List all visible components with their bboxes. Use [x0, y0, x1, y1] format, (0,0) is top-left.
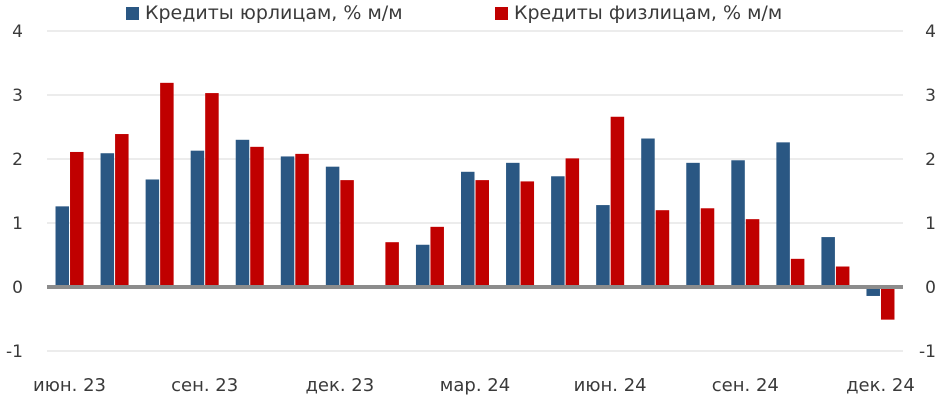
bar-s1-16	[790, 258, 805, 287]
legend-item-corporate: Кредиты юрлицам, % м/м	[126, 2, 403, 24]
legend-item-retail: Кредиты физлицам, % м/м	[495, 2, 782, 24]
bar-s1-15	[745, 219, 760, 287]
bar-s1-4	[250, 146, 264, 287]
bar-s1-10	[520, 181, 535, 287]
bar-s1-12	[610, 116, 625, 287]
bar-s1-11	[565, 158, 580, 287]
bar-s0-6	[325, 166, 340, 287]
bar-s1-1	[115, 134, 129, 287]
bar-s1-2	[160, 82, 174, 287]
bar-s0-15	[731, 160, 745, 287]
bar-s1-17	[835, 266, 850, 287]
legend-swatch-corporate	[126, 6, 139, 20]
y-tick-left-3: 3	[12, 86, 23, 106]
x-tick-label-3: сен. 23	[171, 375, 238, 396]
y-tick-left-4: 4	[12, 22, 23, 42]
bar-s1-14	[700, 208, 715, 287]
legend-label-retail: Кредиты физлицам, % м/м	[514, 2, 783, 24]
bar-s0-4	[235, 139, 250, 287]
bar-s0-12	[596, 205, 610, 287]
y-tick-right--1: -1	[919, 342, 936, 362]
bar-s1-13	[655, 210, 670, 287]
bar-s1-7	[385, 242, 399, 287]
y-tick-left-0: 0	[12, 278, 23, 298]
bar-s1-0	[70, 151, 84, 287]
bar-s1-3	[205, 93, 219, 287]
bar-s0-17	[821, 237, 835, 287]
bar-s0-8	[415, 244, 430, 287]
x-tick-label-0: июн. 23	[33, 375, 106, 396]
chart-legend: Кредиты юрлицам, % м/м Кредиты физлицам,…	[0, 2, 951, 32]
y-tick-left--1: -1	[6, 342, 23, 362]
bar-s0-11	[551, 176, 565, 287]
bar-s0-14	[686, 162, 700, 287]
y-tick-right-3: 3	[925, 86, 936, 106]
bar-s1-6	[340, 180, 354, 287]
y-tick-right-1: 1	[925, 214, 936, 234]
legend-swatch-retail	[495, 6, 508, 20]
x-tick-label-18: дек. 24	[846, 375, 915, 396]
bar-s0-10	[506, 162, 520, 287]
bar-s0-1	[100, 153, 115, 287]
x-tick-label-9: мар. 24	[440, 375, 510, 396]
y-tick-right-0: 0	[925, 278, 936, 298]
x-tick-label-12: июн. 24	[574, 375, 647, 396]
bar-s0-3	[190, 150, 205, 287]
y-tick-right-2: 2	[925, 150, 936, 170]
bar-s0-0	[55, 206, 70, 287]
bar-s0-9	[461, 171, 475, 287]
bar-s1-5	[295, 153, 309, 287]
bar-s1-8	[430, 226, 444, 287]
y-tick-left-1: 1	[12, 214, 23, 234]
x-tick-label-15: сен. 24	[712, 375, 779, 396]
bar-s1-18	[880, 287, 895, 320]
bar-s1-9	[475, 180, 489, 287]
legend-label-corporate: Кредиты юрлицам, % м/м	[145, 2, 403, 24]
bar-s0-5	[280, 156, 295, 287]
y-tick-right-4: 4	[925, 22, 936, 42]
bar-s0-2	[145, 179, 160, 287]
bar-s0-16	[776, 142, 790, 287]
x-tick-label-6: дек. 23	[305, 375, 374, 396]
bar-s0-18	[866, 287, 880, 296]
bar-s0-13	[641, 138, 655, 287]
y-tick-left-2: 2	[12, 150, 23, 170]
